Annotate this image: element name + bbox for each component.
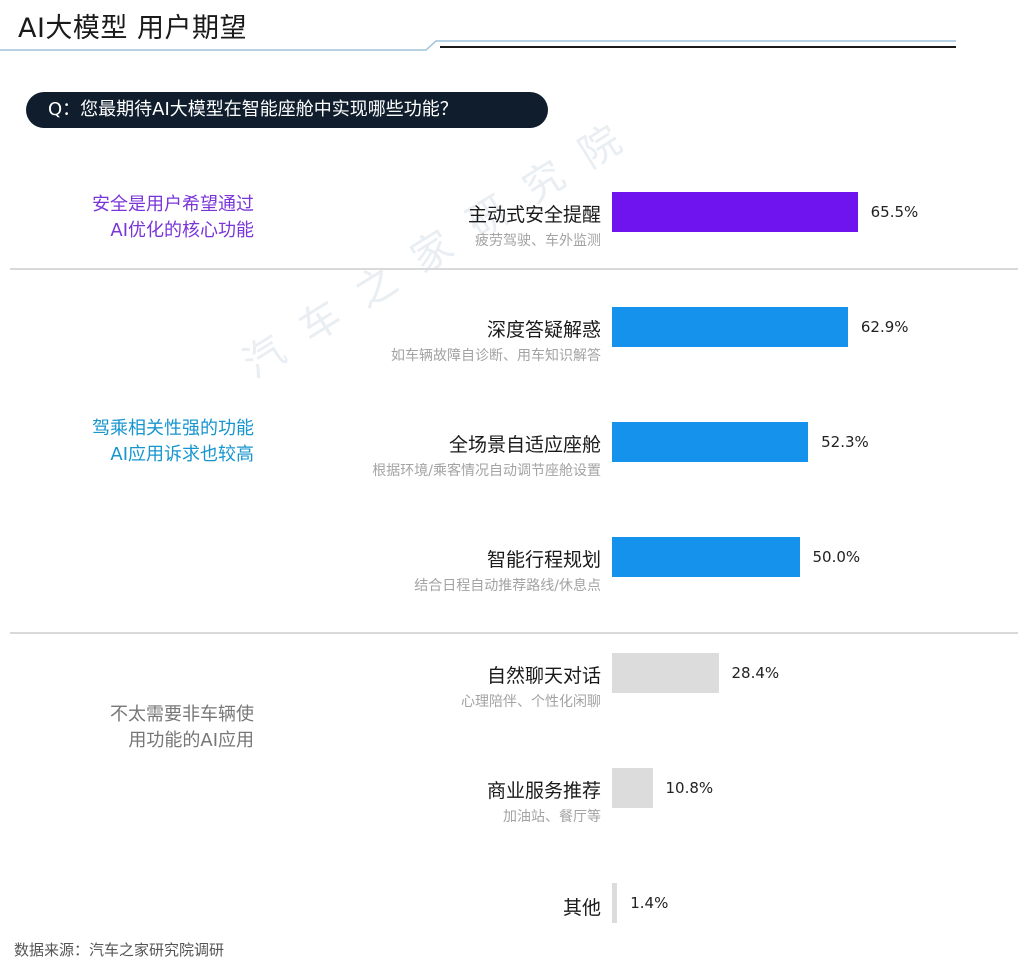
category-label: 全场景自适应座舱: [448, 434, 601, 456]
bar-value-label: 10.8%: [665, 779, 714, 797]
category-label: 其他: [562, 897, 601, 919]
page-title: AI大模型 用户期望: [18, 13, 248, 44]
bar-value-label: 28.4%: [731, 664, 780, 682]
category-subtitle: 心理陪伴、个性化闲聊: [461, 694, 601, 710]
group-label-safety: 安全是用户希望通过 AI优化的核心功能: [92, 192, 254, 244]
bar: [612, 653, 719, 693]
bar: [612, 422, 809, 462]
category-label: 商业服务推荐: [486, 780, 601, 802]
category-label: 自然聊天对话: [486, 665, 601, 687]
divider-1: [10, 268, 1018, 270]
category-label: 主动式安全提醒: [467, 204, 601, 226]
group-label-non-vehicle: 不太需要非车辆使 用功能的AI应用: [110, 702, 254, 754]
category-subtitle: 疲劳驾驶、车外监测: [475, 233, 601, 249]
bar: [612, 192, 858, 232]
category-subtitle: 根据环境/乘客情况自动调节座舱设置: [372, 463, 601, 479]
bar: [612, 883, 618, 923]
group-label-line: AI优化的核心功能: [110, 220, 254, 241]
bar-value-label: 1.4%: [630, 894, 669, 912]
category-subtitle: 结合日程自动推荐路线/休息点: [414, 578, 601, 594]
group-label-line: 驾乘相关性强的功能: [92, 418, 254, 439]
bar: [612, 768, 653, 808]
bar-value-label: 50.0%: [812, 548, 861, 566]
category-label: 智能行程规划: [486, 549, 601, 571]
title-underline: [0, 40, 956, 51]
group-label-driving: 驾乘相关性强的功能 AI应用诉求也较高: [92, 416, 254, 468]
bar: [612, 537, 800, 577]
question-banner: Q：您最期待AI大模型在智能座舱中实现哪些功能？: [26, 92, 548, 128]
bar-value-label: 52.3%: [821, 433, 869, 451]
category-label: 深度答疑解惑: [486, 319, 601, 341]
group-label-line: 安全是用户希望通过: [92, 194, 254, 215]
group-label-line: 不太需要非车辆使: [110, 704, 254, 725]
bar: [612, 307, 848, 347]
bar-value-label: 65.5%: [870, 203, 919, 221]
bar-value-label: 62.9%: [860, 318, 909, 336]
category-subtitle: 如车辆故障自诊断、用车知识解答: [391, 348, 601, 364]
group-label-line: AI应用诉求也较高: [110, 444, 254, 465]
group-label-line: 用功能的AI应用: [128, 730, 254, 751]
divider-2: [10, 632, 1018, 634]
data-source: 数据来源：汽车之家研究院调研: [14, 941, 225, 959]
category-subtitle: 加油站、餐厅等: [503, 809, 601, 825]
